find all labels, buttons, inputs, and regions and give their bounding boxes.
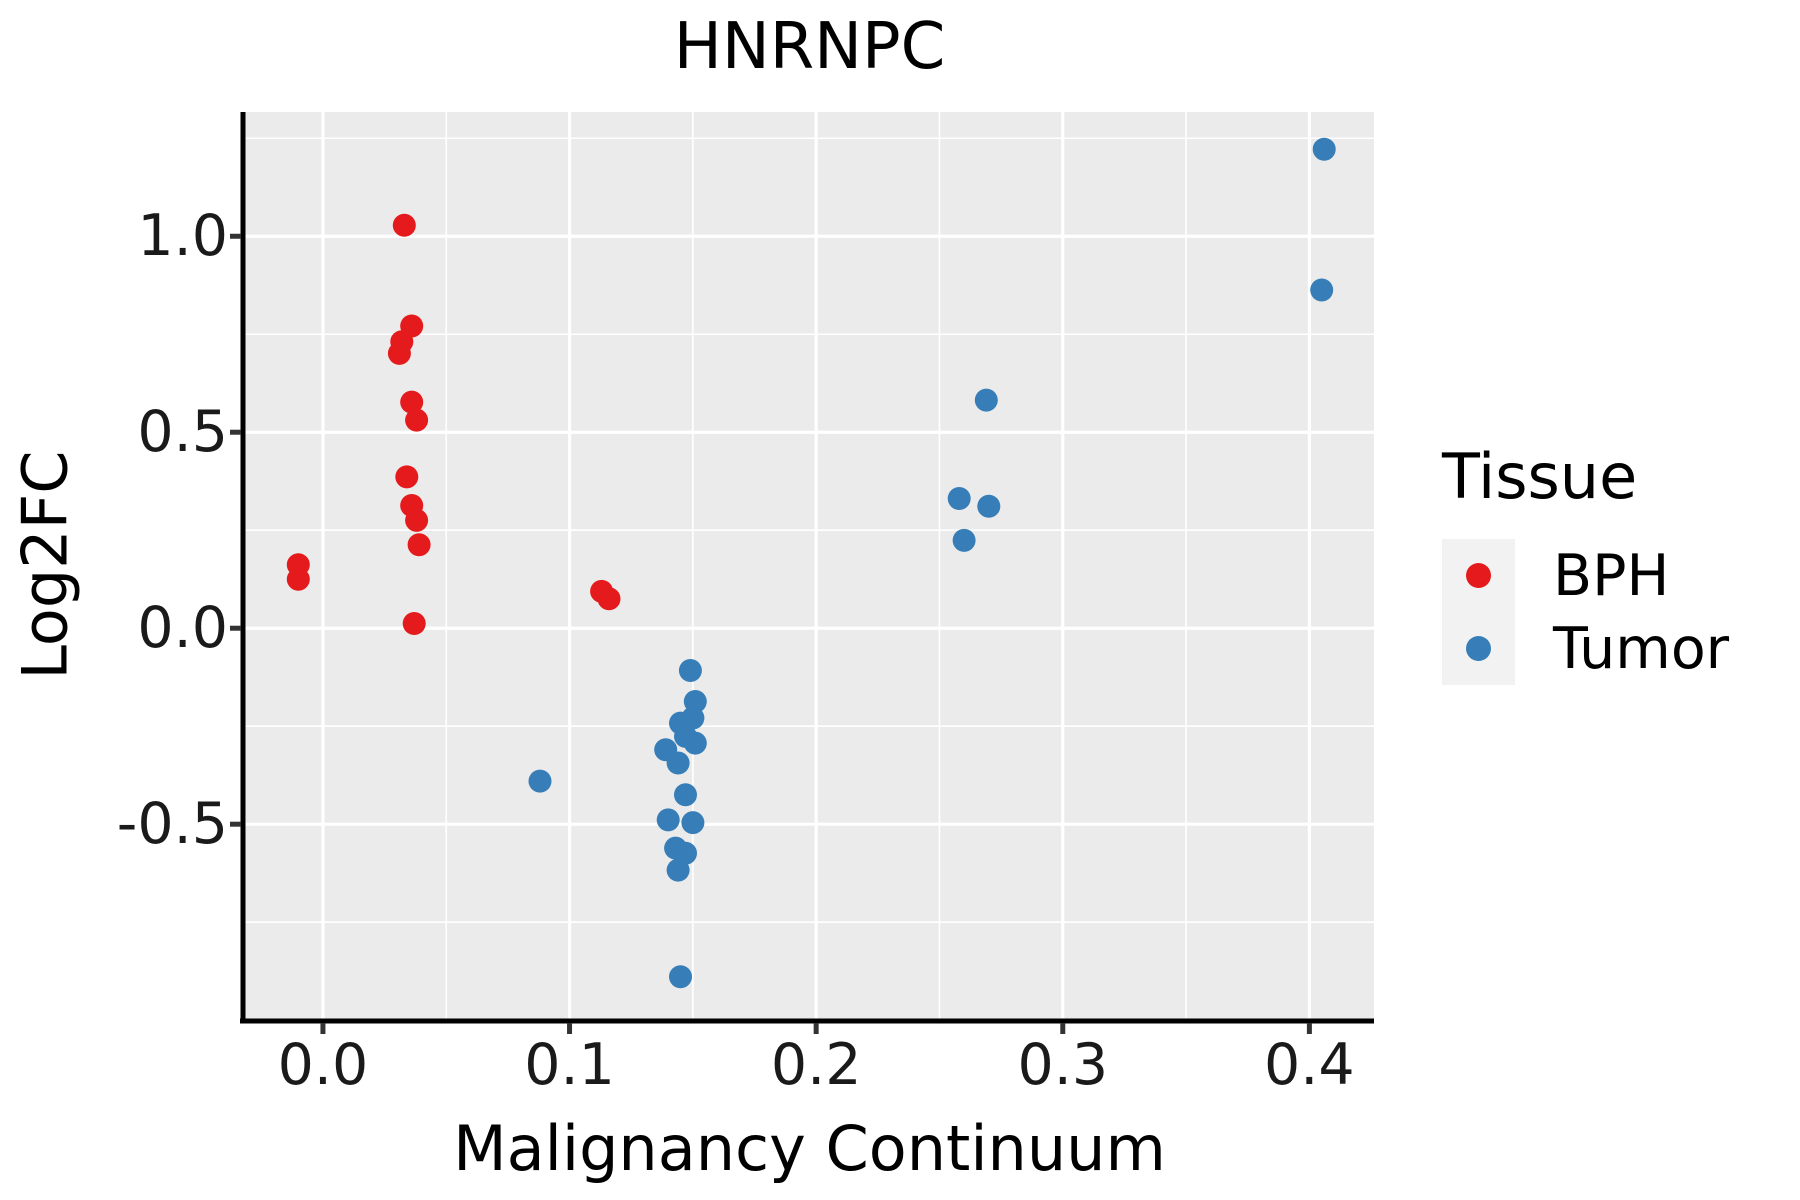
legend-label-tumor: Tumor bbox=[1553, 615, 1730, 682]
data-point-tumor bbox=[977, 494, 1001, 518]
data-point-tumor bbox=[666, 751, 690, 775]
plot-panel bbox=[245, 112, 1374, 1019]
data-point-tumor bbox=[678, 659, 702, 682]
data-point-tumor bbox=[666, 858, 690, 882]
legend-entry-tumor: Tumor bbox=[1442, 612, 1729, 685]
legend-key-box-tumor bbox=[1442, 612, 1515, 685]
chart-title: HNRNPC bbox=[673, 10, 946, 84]
x-tick-label: 0.0 bbox=[277, 1032, 369, 1098]
y-tick-label: 0.5 bbox=[137, 399, 228, 466]
legend-swatch-tumor-icon bbox=[1466, 636, 1491, 661]
data-point-tumor bbox=[674, 783, 697, 807]
data-point-bph bbox=[407, 533, 431, 557]
legend-entry-bph: BPH bbox=[1442, 539, 1729, 612]
legend-title: Tissue bbox=[1442, 440, 1638, 513]
data-point-bph bbox=[597, 587, 621, 611]
legend-keys: BPH Tumor bbox=[1442, 539, 1729, 685]
x-tick-label: 0.2 bbox=[770, 1032, 862, 1098]
legend-swatch-bph-icon bbox=[1466, 563, 1491, 588]
y-tick-label: 1.0 bbox=[137, 203, 228, 270]
data-point-tumor bbox=[952, 528, 976, 552]
legend-key-box-bph bbox=[1442, 539, 1515, 612]
data-point-tumor bbox=[947, 487, 971, 510]
x-tick-label: 0.1 bbox=[524, 1032, 615, 1098]
legend: Tissue BPH Tumor bbox=[1442, 440, 1729, 685]
data-point-tumor bbox=[681, 811, 705, 835]
data-point-bph bbox=[387, 341, 411, 365]
data-point-bph bbox=[395, 465, 419, 489]
data-point-tumor bbox=[974, 388, 998, 412]
y-tick-label: -0.5 bbox=[116, 791, 228, 858]
y-axis-label: Log2FC bbox=[8, 450, 82, 680]
data-point-bph bbox=[400, 390, 424, 414]
data-point-bph bbox=[392, 213, 416, 237]
data-point-tumor bbox=[528, 769, 552, 793]
x-tick-label: 0.3 bbox=[1017, 1032, 1109, 1098]
legend-label-bph: BPH bbox=[1553, 542, 1670, 609]
y-tick-label: 0.0 bbox=[137, 595, 228, 662]
x-axis-label: Malignancy Continuum bbox=[453, 1112, 1166, 1185]
data-point-bph bbox=[405, 508, 429, 532]
data-point-tumor bbox=[1310, 278, 1334, 302]
data-point-bph bbox=[405, 408, 429, 432]
data-point-bph bbox=[402, 612, 426, 635]
data-point-tumor bbox=[1312, 137, 1336, 161]
data-point-tumor bbox=[656, 808, 680, 832]
data-point-tumor bbox=[669, 965, 692, 989]
x-tick-label: 0.4 bbox=[1264, 1032, 1355, 1098]
data-point-bph bbox=[286, 567, 310, 591]
data-point-tumor bbox=[683, 731, 707, 755]
